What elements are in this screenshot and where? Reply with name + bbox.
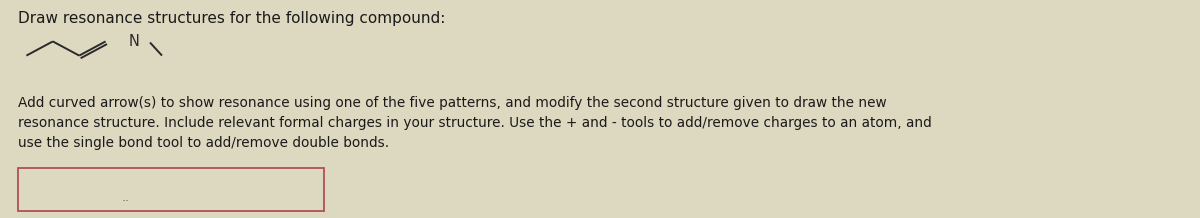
Text: N: N — [128, 34, 140, 49]
Text: Add curved arrow(s) to show resonance using one of the five patterns, and modify: Add curved arrow(s) to show resonance us… — [18, 96, 931, 150]
Text: ··: ·· — [122, 195, 130, 208]
Text: Draw resonance structures for the following compound:: Draw resonance structures for the follow… — [18, 11, 445, 26]
Bar — [18, 168, 324, 211]
